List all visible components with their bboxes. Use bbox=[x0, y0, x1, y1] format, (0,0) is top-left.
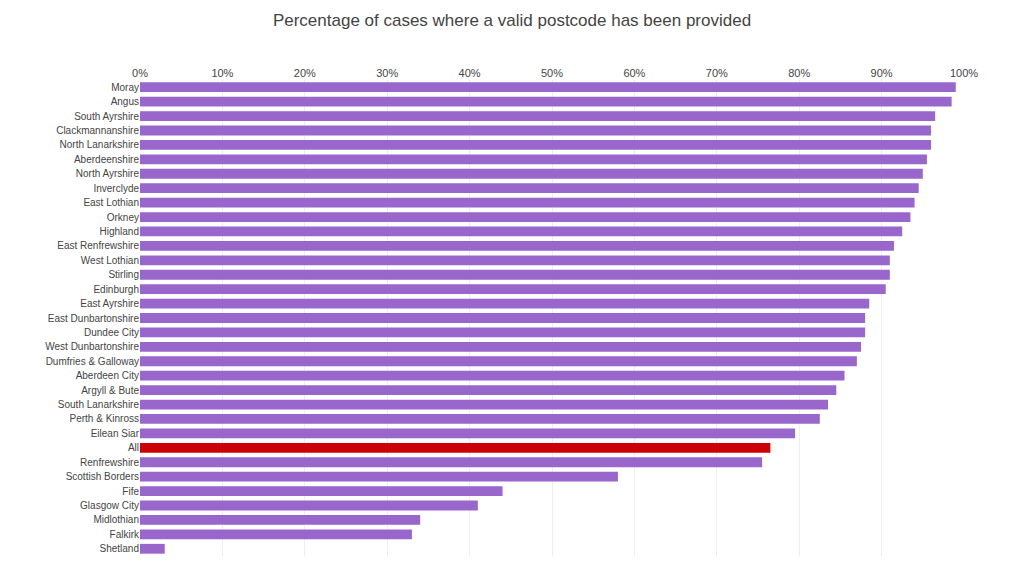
svg-text:20%: 20% bbox=[294, 67, 316, 79]
svg-text:Aberdeen City: Aberdeen City bbox=[76, 370, 139, 381]
svg-text:Falkirk: Falkirk bbox=[110, 529, 140, 540]
svg-text:90%: 90% bbox=[871, 67, 893, 79]
svg-text:60%: 60% bbox=[623, 67, 645, 79]
svg-text:South Ayrshire: South Ayrshire bbox=[74, 111, 139, 122]
svg-text:40%: 40% bbox=[459, 67, 481, 79]
svg-text:Dundee City: Dundee City bbox=[84, 327, 139, 338]
svg-text:Angus: Angus bbox=[111, 96, 139, 107]
svg-text:100%: 100% bbox=[950, 67, 978, 79]
svg-text:50%: 50% bbox=[541, 67, 563, 79]
svg-text:Inverclyde: Inverclyde bbox=[93, 183, 139, 194]
svg-text:Argyll & Bute: Argyll & Bute bbox=[81, 385, 139, 396]
svg-text:Glasgow City: Glasgow City bbox=[80, 500, 139, 511]
svg-text:North Lanarkshire: North Lanarkshire bbox=[60, 139, 140, 150]
svg-text:Aberdeenshire: Aberdeenshire bbox=[74, 154, 139, 165]
svg-text:Dumfries & Galloway: Dumfries & Galloway bbox=[46, 356, 139, 367]
svg-text:South Lanarkshire: South Lanarkshire bbox=[58, 399, 140, 410]
svg-text:Perth & Kinross: Perth & Kinross bbox=[70, 413, 139, 424]
svg-text:Edinburgh: Edinburgh bbox=[93, 284, 139, 295]
svg-text:East Lothian: East Lothian bbox=[83, 197, 139, 208]
svg-text:Renfrewshire: Renfrewshire bbox=[80, 457, 139, 468]
svg-text:Stirling: Stirling bbox=[108, 269, 139, 280]
svg-text:North Ayrshire: North Ayrshire bbox=[76, 168, 140, 179]
svg-text:Fife: Fife bbox=[122, 486, 139, 497]
svg-text:0%: 0% bbox=[132, 67, 148, 79]
svg-text:East Ayrshire: East Ayrshire bbox=[80, 298, 139, 309]
svg-text:Clackmannanshire: Clackmannanshire bbox=[56, 125, 139, 136]
svg-text:80%: 80% bbox=[788, 67, 810, 79]
svg-text:10%: 10% bbox=[211, 67, 233, 79]
svg-text:Eilean Siar: Eilean Siar bbox=[91, 428, 140, 439]
svg-text:All: All bbox=[128, 442, 139, 453]
svg-text:Midlothian: Midlothian bbox=[93, 514, 139, 525]
svg-text:East Dunbartonshire: East Dunbartonshire bbox=[48, 313, 140, 324]
svg-text:Orkney: Orkney bbox=[107, 212, 139, 223]
svg-text:Scottish Borders: Scottish Borders bbox=[66, 471, 139, 482]
svg-text:East Renfrewshire: East Renfrewshire bbox=[57, 240, 139, 251]
svg-text:Highland: Highland bbox=[100, 226, 139, 237]
svg-text:30%: 30% bbox=[376, 67, 398, 79]
svg-text:Moray: Moray bbox=[111, 82, 139, 93]
svg-text:West Lothian: West Lothian bbox=[81, 255, 139, 266]
svg-text:Shetland: Shetland bbox=[100, 543, 139, 554]
svg-text:West Dunbartonshire: West Dunbartonshire bbox=[45, 341, 139, 352]
svg-text:70%: 70% bbox=[706, 67, 728, 79]
svg-text:Percentage of cases where a va: Percentage of cases where a valid postco… bbox=[273, 11, 751, 30]
